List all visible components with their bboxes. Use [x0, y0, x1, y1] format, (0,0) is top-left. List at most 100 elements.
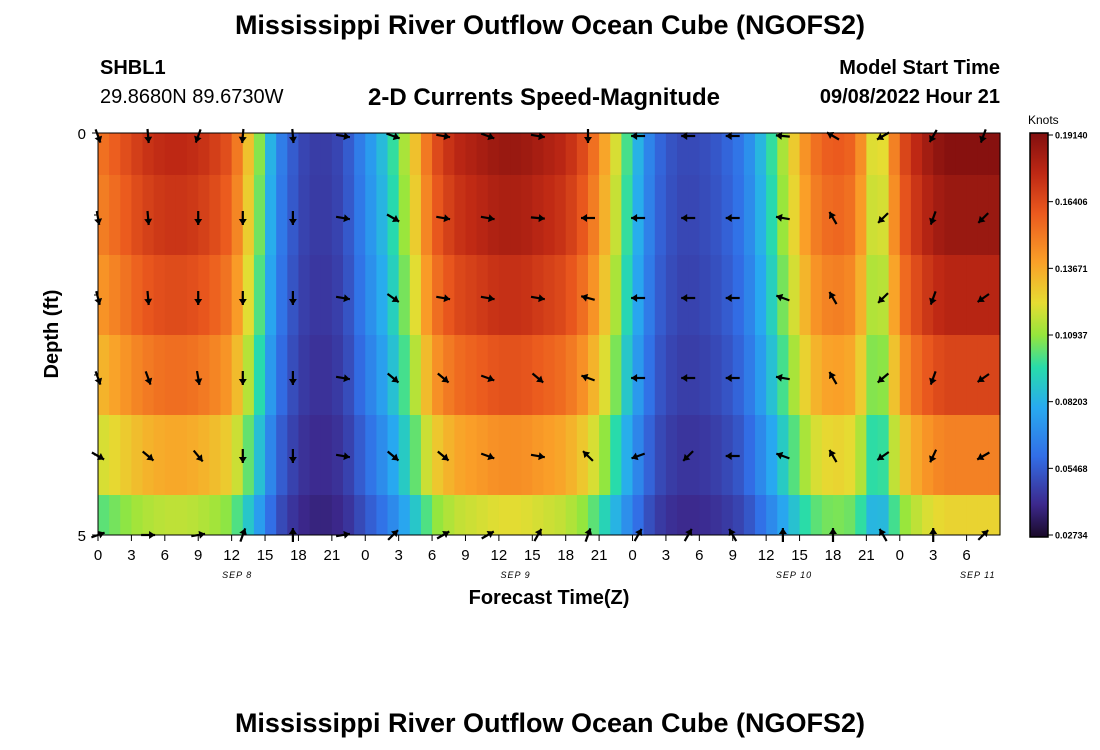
heatmap-cell [331, 335, 344, 415]
heatmap-cell [309, 335, 322, 415]
heatmap-cell [922, 415, 934, 495]
heatmap-cell [955, 133, 968, 175]
heatmap-cell [443, 133, 455, 175]
current-arrow [976, 293, 990, 303]
heatmap-cell [354, 175, 366, 255]
heatmap-cell [342, 495, 355, 535]
heatmap-cell [131, 495, 144, 535]
heatmap-cell [198, 255, 210, 335]
model-start-time: 09/08/2022 Hour 21 [819, 86, 1000, 108]
heatmap-cell [799, 415, 812, 495]
heatmap-cell [866, 415, 879, 495]
current-arrow [194, 291, 203, 305]
heatmap-cell [621, 133, 634, 175]
heatmap-cell [554, 175, 567, 255]
heatmap-cell [621, 415, 634, 495]
heatmap-cell [632, 255, 645, 335]
heatmap-cell [888, 175, 901, 255]
heatmap-cell [899, 495, 912, 535]
heatmap-cell [253, 133, 266, 175]
heatmap-cell [821, 495, 834, 535]
heatmap-cell [910, 495, 923, 535]
heatmap-cell [342, 175, 355, 255]
heatmap-cell [242, 415, 255, 495]
heatmap-cell [966, 175, 979, 255]
colorbar-tick-label: 0.19140 [1055, 131, 1088, 141]
heatmap-cell [454, 335, 467, 415]
current-arrow [826, 131, 840, 141]
heatmap-cell [654, 255, 667, 335]
heatmap-cell [98, 495, 110, 535]
heatmap-cell [910, 335, 923, 415]
heatmap-cell [832, 495, 845, 535]
heatmap-cell [409, 335, 422, 415]
heatmap-cell [253, 335, 266, 415]
heatmap-cell [342, 255, 355, 335]
colorbar-tick-label: 0.05468 [1055, 464, 1088, 474]
heatmap-cell [409, 175, 422, 255]
heatmap-cell [175, 255, 188, 335]
heatmap-cell [610, 495, 622, 535]
heatmap-cell [109, 133, 121, 175]
x-tick-label: 3 [127, 547, 135, 564]
heatmap-cell [376, 335, 389, 415]
current-arrow [929, 211, 937, 225]
x-tick-label: 9 [729, 547, 737, 564]
heatmap-cell [532, 495, 545, 535]
heatmap-cell [365, 335, 377, 415]
heatmap-cell [810, 495, 823, 535]
heatmap-cell [966, 335, 979, 415]
heatmap-cell [142, 133, 155, 175]
current-arrow [725, 452, 740, 460]
heatmap-cell [387, 495, 400, 535]
heatmap-cells [98, 133, 1001, 535]
x-tick-label: 3 [662, 547, 670, 564]
heatmap-cell [298, 133, 311, 175]
heatmap-cell [821, 415, 834, 495]
current-arrow [681, 214, 696, 222]
heatmap-cell [543, 175, 556, 255]
current-arrow [335, 294, 351, 303]
heatmap-cell [955, 415, 968, 495]
current-arrow [775, 131, 790, 140]
current-arrow [977, 212, 989, 224]
heatmap-cell [510, 255, 522, 335]
heatmap-cell [565, 495, 578, 535]
heatmap-cell [309, 415, 322, 495]
heatmap-cell [643, 495, 656, 535]
heatmap-cell [565, 335, 578, 415]
heatmap-cell [866, 133, 879, 175]
heatmap-cell [832, 255, 845, 335]
heatmap-cell [487, 415, 500, 495]
heatmap-cell [699, 415, 712, 495]
heatmap-cell [365, 495, 377, 535]
heatmap-cell [944, 255, 957, 335]
current-arrow [335, 374, 351, 383]
current-arrow [631, 374, 646, 382]
heatmap-cell [743, 255, 756, 335]
x-axis-label: Forecast Time(Z) [469, 587, 630, 609]
heatmap-cell [699, 133, 712, 175]
heatmap-cell [710, 415, 723, 495]
heatmap-cell [164, 175, 177, 255]
heatmap-cell [844, 133, 856, 175]
heatmap-cell [565, 415, 578, 495]
heatmap-cell [209, 175, 222, 255]
current-arrow [725, 132, 740, 140]
heatmap-cell [543, 255, 556, 335]
heatmap-cell [944, 133, 957, 175]
heatmap-cell [688, 175, 700, 255]
heatmap-cell [153, 133, 166, 175]
heatmap-cell [398, 415, 411, 495]
heatmap-cell [465, 255, 478, 335]
heatmap-cell [276, 335, 288, 415]
heatmap-cell [599, 415, 611, 495]
current-arrow [386, 213, 400, 223]
current-arrow [979, 129, 987, 143]
heatmap-cell [743, 175, 756, 255]
x-tick-label: 0 [896, 547, 904, 564]
heatmap-cell [855, 175, 867, 255]
heatmap-cell [810, 175, 823, 255]
heatmap-cell [354, 415, 366, 495]
heatmap-cell [454, 415, 467, 495]
